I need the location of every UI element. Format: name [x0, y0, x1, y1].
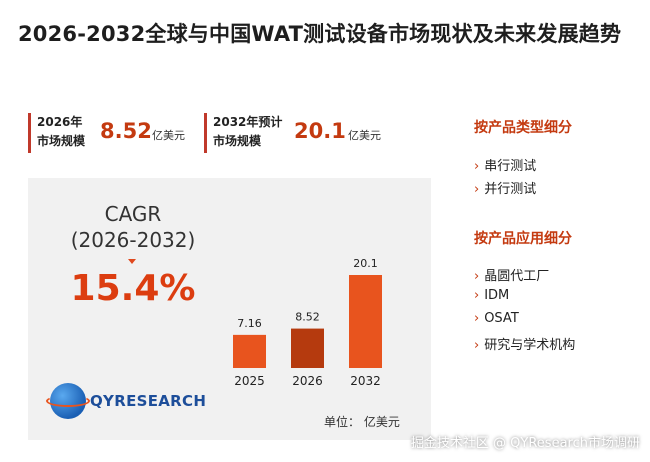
- cagr-pointer-icon: [128, 259, 136, 264]
- data-label-2032: 20.1: [353, 257, 378, 270]
- stat-2032-market-size: 2032年预计 市场规模 20.1 亿美元: [204, 111, 394, 155]
- list-item-label: 并行测试: [484, 182, 537, 197]
- stat-unit: 亿美元: [152, 129, 185, 142]
- list-item-label: OSAT: [484, 311, 519, 326]
- list-item: › 研究与学术机构: [474, 334, 575, 353]
- x-tick-label-2032: 2032: [350, 374, 381, 388]
- list-item: › 并行测试: [474, 178, 536, 197]
- stat-accent-bar: [28, 113, 31, 153]
- stat-value: 8.52: [100, 119, 152, 143]
- unit-note: 单位： 亿美元: [324, 415, 400, 429]
- stat-label: 2032年预计 市场规模: [213, 113, 282, 151]
- stat-unit: 亿美元: [348, 129, 381, 142]
- product-application-heading: 按产品应用细分: [474, 231, 572, 247]
- chevron-right-icon: ›: [474, 311, 480, 326]
- data-label-2026: 8.52: [295, 311, 320, 324]
- list-item: › 串行测试: [474, 155, 536, 174]
- data-label-2025: 7.16: [237, 317, 262, 330]
- list-item-label: 晶圆代工厂: [484, 269, 550, 284]
- chevron-right-icon: ›: [474, 159, 480, 174]
- stat-label-line1: 2032年预计: [213, 115, 283, 129]
- watermark-text: 掘金技术社区 @ QYResearch市场调研: [410, 436, 640, 451]
- chevron-right-icon: ›: [474, 338, 480, 353]
- market-size-bar-chart: 7.16 2025 8.52 2026 20.1 2032: [233, 257, 382, 388]
- chevron-right-icon: ›: [474, 182, 480, 197]
- list-item-label: 研究与学术机构: [484, 338, 576, 353]
- stat-label-line1: 2026年: [37, 115, 83, 129]
- stat-accent-bar: [204, 113, 207, 153]
- chevron-right-icon: ›: [474, 269, 480, 284]
- page-title: 2026-2032全球与中国WAT测试设备市场现状及未来发展趋势: [18, 22, 622, 46]
- bar-2026: [291, 328, 324, 368]
- cagr-period: (2026-2032): [70, 228, 196, 252]
- x-tick-label-2025: 2025: [234, 374, 265, 388]
- bar-2025: [233, 334, 266, 368]
- product-type-heading: 按产品类型细分: [474, 120, 572, 136]
- chart-panel: CAGR (2026-2032) 15.4% QYRESEARCH 7.16 20…: [28, 178, 431, 440]
- cagr-value: 15.4%: [70, 268, 196, 309]
- bar-2032: [349, 275, 382, 368]
- list-item: › 晶圆代工厂: [474, 265, 549, 284]
- stat-label: 2026年 市场规模: [37, 113, 85, 151]
- stat-label-line2: 市场规模: [213, 134, 262, 148]
- stat-2026-market-size: 2026年 市场规模 8.52 亿美元: [28, 111, 198, 155]
- logo-text: QYRESEARCH: [90, 392, 207, 410]
- cagr-label: CAGR: [104, 202, 162, 226]
- list-item: › IDM: [474, 288, 509, 303]
- orbit-ring-icon: [46, 395, 90, 407]
- list-item: › OSAT: [474, 311, 519, 326]
- chevron-right-icon: ›: [474, 288, 480, 303]
- x-tick-label-2026: 2026: [292, 374, 323, 388]
- list-item-label: IDM: [484, 288, 510, 303]
- list-item-label: 串行测试: [484, 159, 537, 174]
- stat-label-line2: 市场规模: [37, 134, 86, 148]
- stat-value: 20.1: [294, 119, 346, 143]
